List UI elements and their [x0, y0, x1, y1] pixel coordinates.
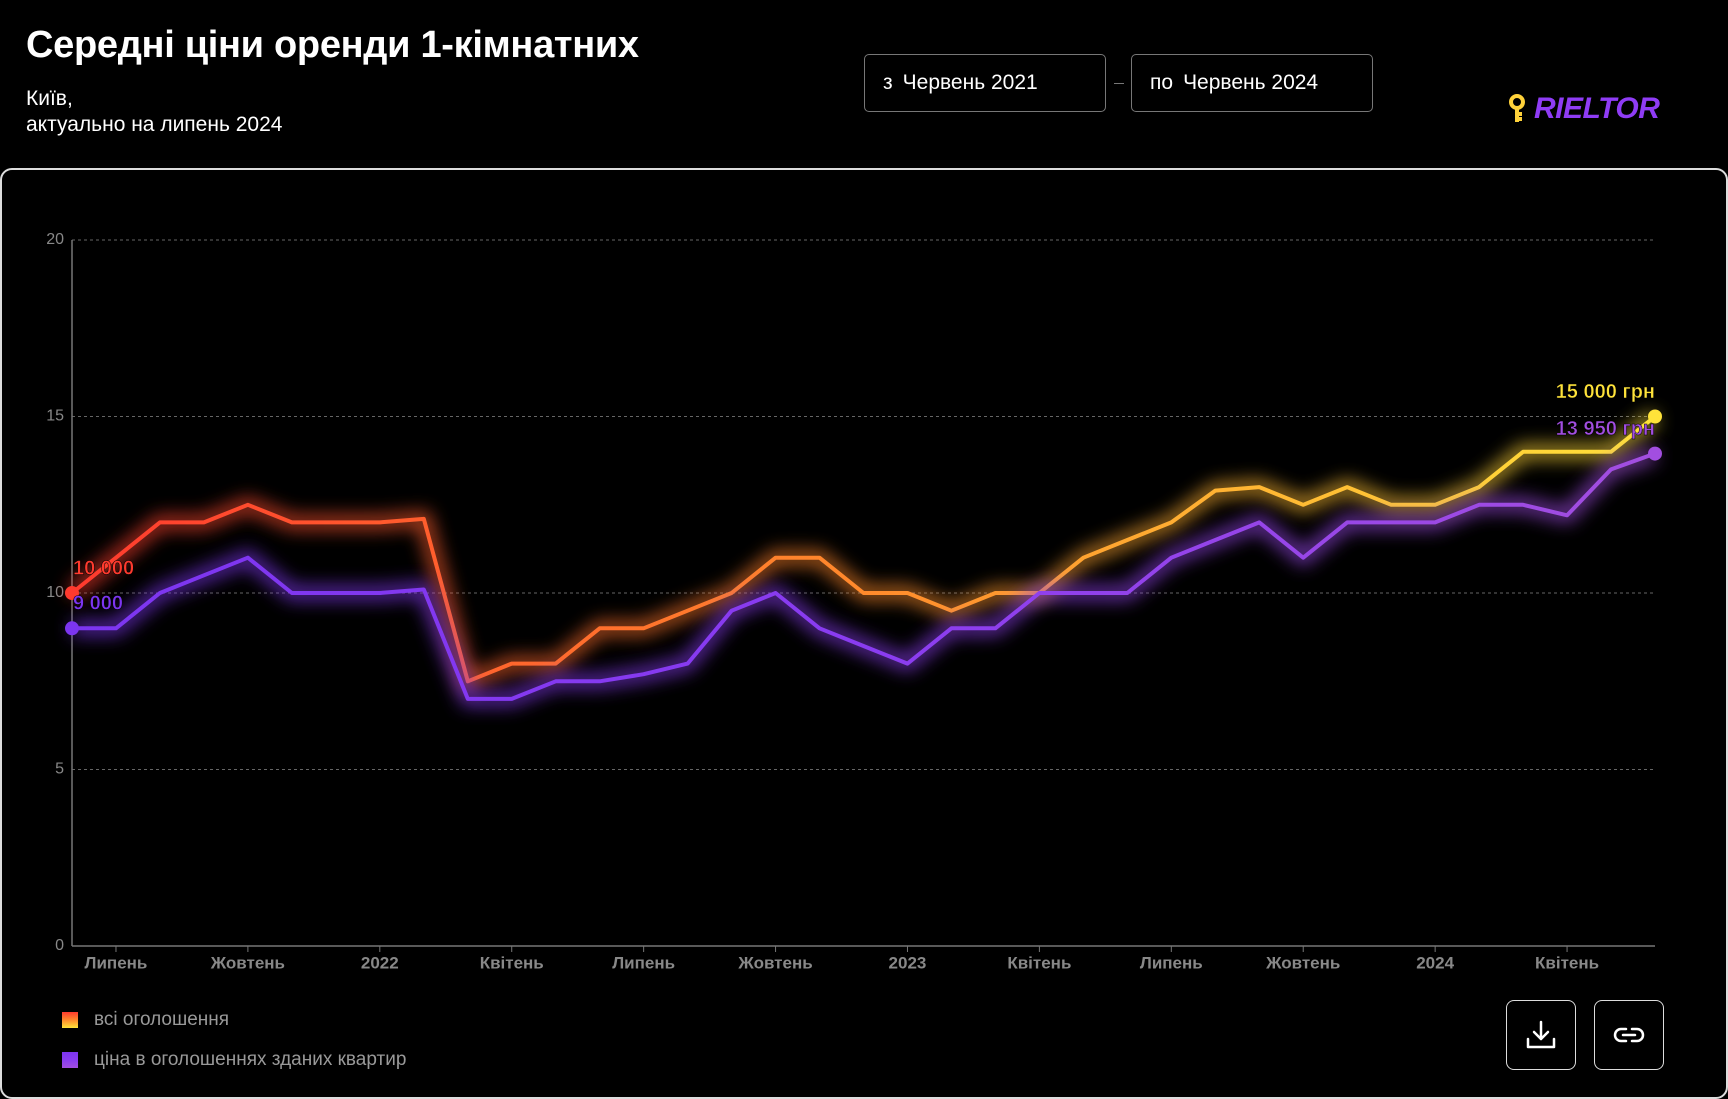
series-line [70, 414, 1657, 684]
x-tick-label: Квітень [1007, 953, 1071, 972]
logo-key-icon [1509, 94, 1525, 122]
date-separator [1114, 83, 1124, 84]
legend-swatch [62, 1052, 78, 1068]
x-tick-label: Липень [1140, 953, 1203, 972]
download-button[interactable] [1506, 1000, 1576, 1070]
date-value: Червень 2024 [1183, 71, 1319, 94]
legend-label: ціна в оголошеннях зданих квартир [94, 1049, 406, 1070]
subtitle-line: Київ, [26, 87, 73, 110]
series-glow [72, 447, 1658, 706]
value-label: 15 000 грн [1556, 381, 1655, 403]
end-point [1648, 446, 1662, 461]
date-prefix: по [1150, 71, 1174, 94]
x-tick-label: Жовтень [737, 953, 812, 972]
y-tick-label: 5 [55, 761, 64, 778]
page-title: Середні ціни оренди 1-кімнатних [26, 24, 639, 66]
y-tick-label: 10 [46, 584, 64, 601]
link-icon [1613, 1027, 1645, 1043]
x-tick-label: Жовтень [210, 953, 285, 972]
x-tick-label: Жовтень [1265, 953, 1340, 972]
y-tick-label: 15 [46, 408, 64, 425]
x-tick-label: 2022 [361, 953, 399, 972]
date-to-picker[interactable]: по Червень 2024 [1131, 54, 1373, 112]
link-button[interactable] [1594, 1000, 1664, 1070]
x-tick-label: Квітень [1535, 953, 1599, 972]
x-tick-label: Липень [85, 953, 148, 972]
subtitle: Київ, актуально на липень 2024 [26, 86, 282, 138]
subtitle-line: актуально на липень 2024 [26, 113, 283, 136]
end-point [65, 621, 79, 636]
x-tick-label: Квітень [480, 953, 544, 972]
x-tick-label: Липень [612, 953, 675, 972]
logo[interactable]: RIELTOR [1508, 92, 1660, 126]
series-line [70, 451, 1657, 701]
end-point [65, 586, 79, 600]
date-value: Червень 2021 [902, 71, 1038, 94]
end-point [1648, 409, 1662, 424]
download-icon [1526, 1020, 1556, 1049]
chart-panel [0, 168, 1728, 1099]
legend-swatch [62, 1012, 78, 1028]
value-label: 9 000 [73, 593, 123, 615]
y-tick-label: 0 [55, 937, 64, 954]
y-tick-label: 20 [46, 231, 64, 248]
x-tick-label: 2024 [1416, 953, 1454, 972]
x-tick-label: 2023 [889, 953, 927, 972]
date-from-picker[interactable]: з Червень 2021 [864, 54, 1106, 112]
value-label: 13 950 грн [1556, 418, 1655, 440]
legend-label: всі оголошення [94, 1009, 229, 1030]
value-label: 10 000 [73, 557, 134, 579]
date-prefix: з [883, 71, 893, 94]
logo-text: RIELTOR [1534, 92, 1660, 125]
